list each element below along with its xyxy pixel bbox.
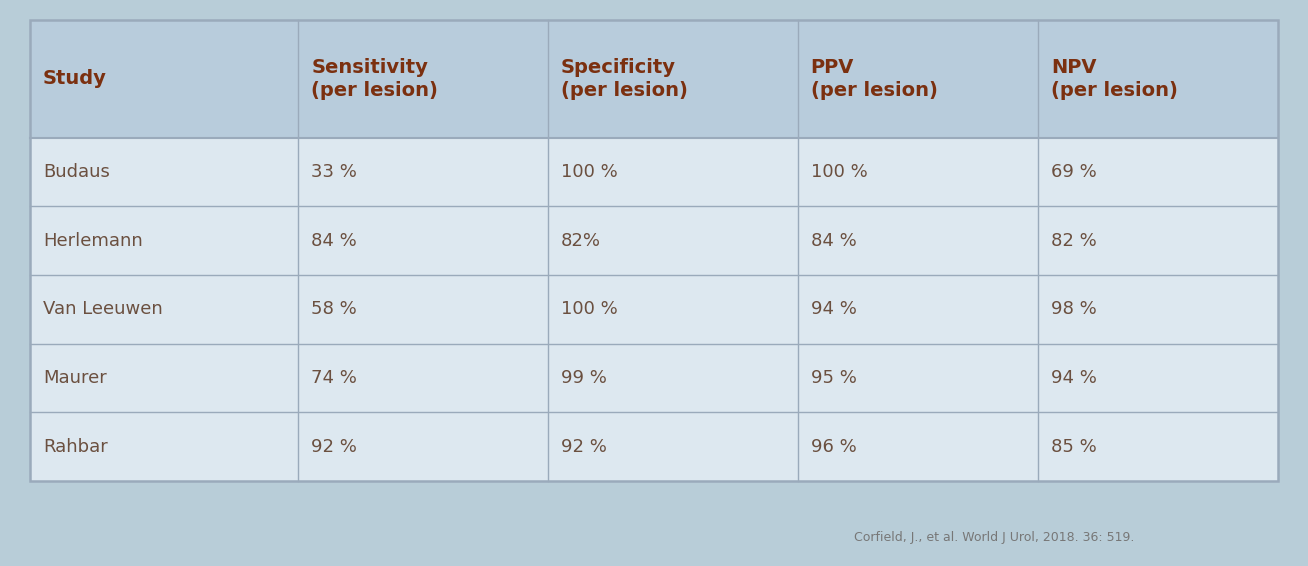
Text: 58 %: 58 %: [311, 301, 357, 318]
Text: PPV
(per lesion): PPV (per lesion): [811, 58, 938, 100]
Text: 96 %: 96 %: [811, 438, 857, 456]
Text: Maurer: Maurer: [43, 369, 107, 387]
Text: Budaus: Budaus: [43, 163, 110, 181]
Text: 99 %: 99 %: [561, 369, 607, 387]
Text: Corfield, J., et al. World J Urol, 2018. 36: 519.: Corfield, J., et al. World J Urol, 2018.…: [854, 531, 1134, 544]
Text: 84 %: 84 %: [811, 231, 857, 250]
Text: 100 %: 100 %: [561, 301, 617, 318]
Text: Sensitivity
(per lesion): Sensitivity (per lesion): [311, 58, 438, 100]
Text: Specificity
(per lesion): Specificity (per lesion): [561, 58, 688, 100]
Bar: [30, 20, 1278, 481]
Text: 100 %: 100 %: [561, 163, 617, 181]
Text: 74 %: 74 %: [311, 369, 357, 387]
Bar: [30, 344, 1278, 412]
Text: 94 %: 94 %: [811, 301, 857, 318]
Text: Van Leeuwen: Van Leeuwen: [43, 301, 162, 318]
Text: Herlemann: Herlemann: [43, 231, 143, 250]
Text: 82 %: 82 %: [1052, 231, 1097, 250]
Text: 94 %: 94 %: [1052, 369, 1097, 387]
Text: Study: Study: [43, 69, 107, 88]
Text: 69 %: 69 %: [1052, 163, 1097, 181]
Text: 82%: 82%: [561, 231, 600, 250]
Text: 33 %: 33 %: [311, 163, 357, 181]
Bar: [30, 412, 1278, 481]
Text: 100 %: 100 %: [811, 163, 867, 181]
Bar: [30, 206, 1278, 275]
Bar: [30, 20, 1278, 138]
Text: NPV
(per lesion): NPV (per lesion): [1052, 58, 1179, 100]
Bar: [30, 138, 1278, 206]
Text: 95 %: 95 %: [811, 369, 857, 387]
Text: 84 %: 84 %: [311, 231, 357, 250]
Text: 85 %: 85 %: [1052, 438, 1097, 456]
Text: 98 %: 98 %: [1052, 301, 1097, 318]
Bar: [30, 275, 1278, 344]
Text: Rahbar: Rahbar: [43, 438, 107, 456]
Text: 92 %: 92 %: [311, 438, 357, 456]
Text: 92 %: 92 %: [561, 438, 607, 456]
